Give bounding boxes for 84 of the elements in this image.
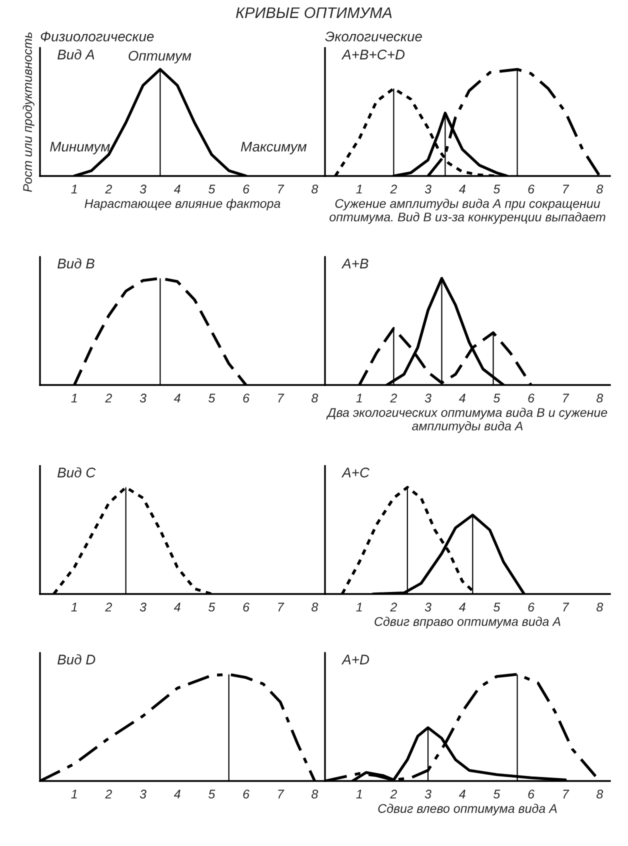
x-tick-label: 4 [458,602,466,612]
x-tick-label: 3 [140,602,146,612]
x-tick-label: 8 [596,602,604,612]
x-tick-label: 5 [208,602,216,612]
x-tick-label: 2 [390,394,397,402]
x-tick-label: 5 [493,602,500,612]
x-tick-label: 2 [105,184,112,194]
chart-title: Вид В [58,258,94,268]
x-tick-label: 5 [208,394,216,403]
x-tick-label: 2 [390,790,397,798]
chart-title: А+D [341,654,370,664]
x-tick-label: 1 [356,602,362,612]
annotation: Максимум [240,142,307,154]
x-tick-label: 4 [174,394,180,402]
x-tick-label: 1 [356,184,362,194]
text: Оптимум [128,50,192,64]
x-tick-label: 4 [458,790,466,798]
x-tick-label: 6 [243,790,250,799]
x-tick-label: 2 [105,394,112,402]
x-tick-label: 4 [174,790,180,798]
x-tick-label: 2 [105,790,112,798]
x-tick-label: 3 [424,394,432,403]
text: Экологические [325,32,422,42]
x-tick-label: 8 [596,184,604,194]
x-tick-label: 8 [312,602,318,612]
x-axis-title: Сдвиг влево оптимума вида А [378,804,557,816]
x-tick-label: 1 [71,602,77,612]
x-tick-label: 3 [140,394,146,403]
x-tick-label: 1 [356,790,362,798]
x-tick-label: 3 [424,790,432,799]
x-tick-label: 6 [243,602,250,612]
x-tick-label: 7 [563,184,570,194]
chart-title: А+В+С+D [341,50,405,60]
text: Физиологические [40,32,154,42]
chart-title: Вид А [58,49,94,60]
x-tick-label: 4 [458,184,466,194]
x-tick-label: 7 [278,602,284,612]
x-tick-label: 8 [596,394,604,403]
text: КРИВЫЕ ОПТИМУМА [236,7,392,18]
x-tick-label: 1 [71,790,77,798]
x-tick-label: 4 [174,184,180,194]
x-tick-label: 7 [278,394,284,402]
x-tick-label: 7 [278,790,284,798]
x-tick-label: 3 [140,184,146,194]
x-tick-label: 7 [563,790,570,798]
x-tick-label: 8 [596,790,604,799]
x-tick-label: 6 [243,184,250,194]
chart-title: А+С [341,468,370,478]
x-axis-title: Сужение амплитуды вида А при сокращении оптимума. Вид В из-за конкуренции выпадает [330,198,606,224]
x-tick-label: 7 [563,602,570,612]
x-tick-label: 1 [71,394,77,402]
x-tick-label: 8 [312,394,318,403]
x-tick-label: 3 [424,602,432,612]
x-tick-label: 5 [208,184,216,194]
x-tick-label: 6 [528,602,534,612]
chart-title: Вид С [58,467,96,478]
x-tick-label: 8 [312,790,318,799]
x-tick-label: 5 [493,184,500,194]
x-tick-label: 7 [278,184,284,194]
x-tick-label: 6 [528,790,534,799]
x-tick-label: 6 [243,394,250,403]
x-tick-label: 1 [356,394,362,402]
chart-title: Вид D [58,654,96,664]
x-tick-label: 6 [528,394,534,403]
x-tick-label: 2 [390,602,397,612]
x-tick-label: 8 [312,184,318,194]
x-tick-label: 2 [390,184,397,194]
x-axis-title: Два экологических оптимума вида В и сужение амплитуды вида А [326,408,608,433]
x-tick-label: 3 [424,184,432,194]
x-tick-label: 5 [493,790,500,799]
x-tick-label: 7 [563,394,570,402]
annotation: Минимум [50,142,110,154]
x-tick-label: 6 [528,184,534,194]
x-axis-title: Сдвиг вправо оптимума вида А [374,616,560,628]
x-tick-label: 4 [458,394,466,402]
x-tick-label: 5 [208,790,216,799]
x-axis-title: Нарастающее влияние фактора [84,198,280,210]
x-tick-label: 3 [140,790,146,799]
x-tick-label: 4 [174,602,180,612]
chart-title: А+В [341,258,368,268]
x-tick-label: 5 [493,394,500,403]
y-axis-title: Рост или продуктивность [22,32,34,192]
x-tick-label: 1 [71,184,77,194]
x-tick-label: 2 [105,602,112,612]
